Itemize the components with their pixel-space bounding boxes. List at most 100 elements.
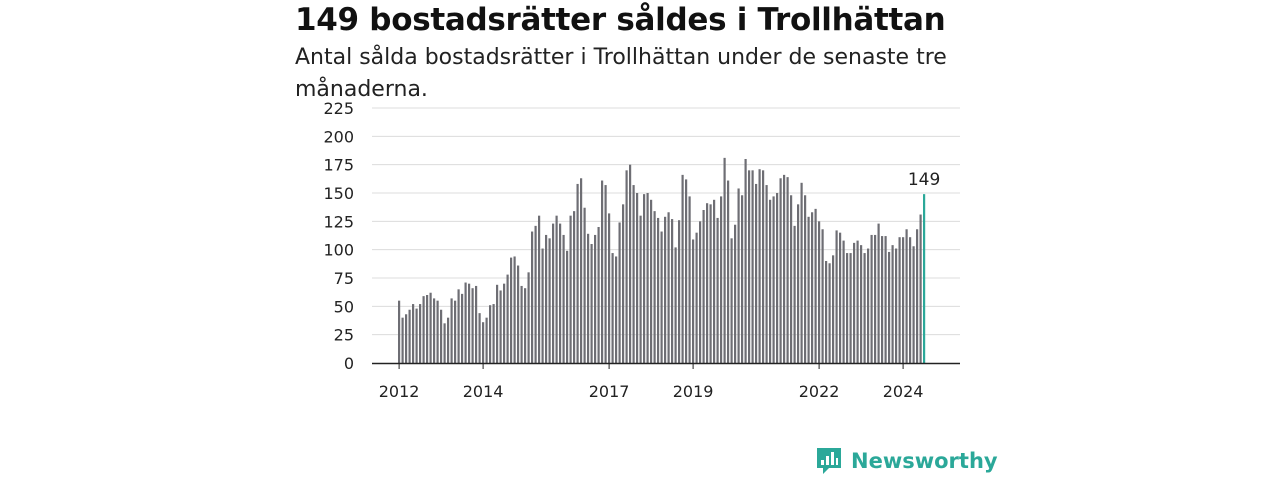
bar xyxy=(751,170,754,363)
bar xyxy=(527,272,530,363)
bar xyxy=(566,250,569,363)
bar xyxy=(545,234,548,363)
bar xyxy=(755,183,758,363)
bar xyxy=(618,222,621,363)
bar xyxy=(464,282,467,363)
bar xyxy=(594,234,597,363)
bar xyxy=(443,323,446,363)
bar xyxy=(639,215,642,363)
bar xyxy=(496,284,499,363)
bar xyxy=(419,304,422,363)
bar xyxy=(429,292,432,363)
chart-subtitle: Antal sålda bostadsrätter i Trollhättan … xyxy=(295,45,947,102)
bar xyxy=(783,174,786,363)
bar xyxy=(646,193,649,363)
bar xyxy=(737,188,740,363)
bar xyxy=(828,263,831,363)
x-tick-label: 2012 xyxy=(379,382,420,401)
bar xyxy=(492,304,495,363)
bar xyxy=(874,234,877,363)
bar xyxy=(583,207,586,363)
y-tick-label: 50 xyxy=(334,297,354,316)
bar xyxy=(832,255,835,363)
bar xyxy=(531,231,534,363)
bar xyxy=(440,309,443,363)
bar xyxy=(517,265,520,363)
bar xyxy=(422,296,425,363)
bar xyxy=(604,185,607,363)
bar xyxy=(520,285,523,363)
y-tick-label: 75 xyxy=(334,269,354,288)
bar xyxy=(457,289,460,363)
bar xyxy=(503,283,506,363)
bar xyxy=(401,317,404,363)
bar xyxy=(625,170,628,363)
bar xyxy=(643,194,646,363)
bar xyxy=(898,237,901,363)
bar xyxy=(863,253,866,363)
x-tick-label: 2014 xyxy=(463,382,504,401)
bar xyxy=(590,244,593,363)
bar xyxy=(741,195,744,363)
bar xyxy=(538,215,541,363)
bar xyxy=(695,232,698,363)
bar xyxy=(524,288,527,363)
bar xyxy=(797,204,800,363)
bar xyxy=(436,300,439,363)
bar xyxy=(758,169,761,363)
bar xyxy=(412,304,415,363)
bar xyxy=(716,217,719,363)
bar xyxy=(895,248,898,363)
bar xyxy=(559,223,562,363)
bar xyxy=(678,220,681,363)
x-tick-label: 2019 xyxy=(673,382,714,401)
brand: Newsworthy xyxy=(815,446,998,476)
newsworthy-logo-icon xyxy=(817,448,841,474)
x-tick-label: 2022 xyxy=(799,382,840,401)
bar xyxy=(856,240,859,363)
y-tick-label: 125 xyxy=(323,212,354,231)
bar xyxy=(860,245,863,363)
bar xyxy=(835,230,838,363)
bar xyxy=(478,313,481,363)
bar xyxy=(727,180,730,363)
bar xyxy=(468,283,471,363)
bar xyxy=(513,256,516,363)
bar xyxy=(849,253,852,363)
bar xyxy=(664,216,667,363)
bar xyxy=(786,177,789,363)
bar xyxy=(415,308,418,363)
bar xyxy=(814,208,817,363)
bar xyxy=(622,204,625,363)
bar xyxy=(587,233,590,363)
bar xyxy=(685,179,688,363)
bar xyxy=(629,164,632,363)
bar xyxy=(510,257,513,363)
bar xyxy=(713,199,716,363)
bar xyxy=(506,274,509,363)
bar xyxy=(632,185,635,363)
bar xyxy=(772,196,775,363)
bar xyxy=(667,212,670,363)
bar xyxy=(702,210,705,363)
bar xyxy=(601,180,604,363)
bar xyxy=(807,216,810,363)
x-tick-label: 2024 xyxy=(883,382,924,401)
bar xyxy=(776,193,779,363)
bar xyxy=(597,227,600,363)
bar xyxy=(534,225,537,363)
bar xyxy=(765,185,768,363)
bar xyxy=(471,288,474,363)
bar xyxy=(762,170,765,363)
bar xyxy=(398,300,401,363)
bar xyxy=(846,253,849,363)
bar xyxy=(475,285,478,363)
bar xyxy=(692,239,695,363)
bar xyxy=(499,290,502,363)
bar xyxy=(867,248,870,363)
bar xyxy=(447,317,450,363)
bar xyxy=(573,211,576,363)
bar xyxy=(853,242,856,363)
bar xyxy=(408,309,411,363)
bar xyxy=(405,314,408,363)
